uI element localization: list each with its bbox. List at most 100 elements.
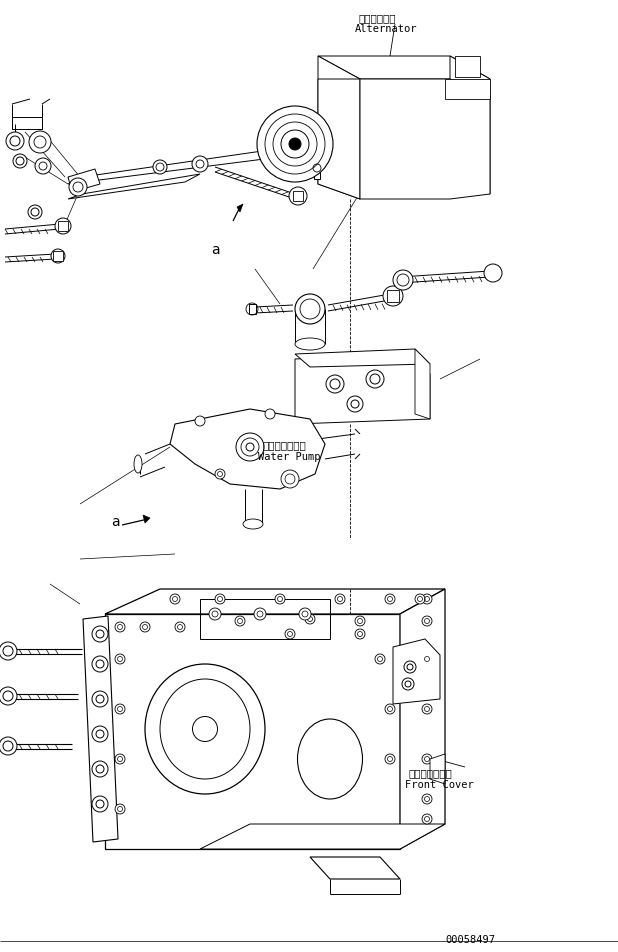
Circle shape bbox=[6, 133, 24, 150]
Circle shape bbox=[115, 754, 125, 764]
Text: Front Cover: Front Cover bbox=[405, 779, 474, 789]
Text: a: a bbox=[211, 243, 219, 257]
Circle shape bbox=[375, 654, 385, 664]
Circle shape bbox=[92, 656, 108, 672]
Circle shape bbox=[175, 623, 185, 632]
Ellipse shape bbox=[295, 295, 325, 325]
Circle shape bbox=[299, 608, 311, 621]
Circle shape bbox=[115, 704, 125, 714]
Circle shape bbox=[92, 691, 108, 707]
Circle shape bbox=[170, 594, 180, 605]
Polygon shape bbox=[318, 57, 360, 200]
Polygon shape bbox=[295, 349, 430, 367]
Polygon shape bbox=[430, 754, 445, 784]
Circle shape bbox=[383, 287, 403, 307]
Circle shape bbox=[415, 594, 425, 605]
Circle shape bbox=[355, 629, 365, 640]
Ellipse shape bbox=[297, 720, 363, 799]
Polygon shape bbox=[450, 57, 490, 195]
Ellipse shape bbox=[243, 520, 263, 529]
Circle shape bbox=[393, 270, 413, 290]
Circle shape bbox=[265, 409, 275, 420]
Polygon shape bbox=[318, 80, 360, 200]
Polygon shape bbox=[12, 118, 42, 129]
Polygon shape bbox=[68, 148, 290, 185]
Polygon shape bbox=[455, 57, 480, 78]
Circle shape bbox=[195, 417, 205, 426]
Circle shape bbox=[289, 139, 301, 150]
Circle shape bbox=[0, 687, 17, 705]
Circle shape bbox=[422, 814, 432, 824]
Polygon shape bbox=[393, 640, 440, 704]
Circle shape bbox=[140, 623, 150, 632]
Circle shape bbox=[92, 626, 108, 643]
Ellipse shape bbox=[215, 469, 225, 480]
Ellipse shape bbox=[134, 455, 142, 473]
Polygon shape bbox=[395, 105, 407, 140]
Circle shape bbox=[92, 762, 108, 777]
Circle shape bbox=[92, 796, 108, 812]
Polygon shape bbox=[415, 349, 430, 420]
Circle shape bbox=[275, 594, 285, 605]
Text: ウォータポンプ: ウォータポンプ bbox=[262, 440, 306, 449]
Circle shape bbox=[422, 794, 432, 804]
Circle shape bbox=[366, 370, 384, 388]
Circle shape bbox=[13, 155, 27, 169]
Circle shape bbox=[305, 614, 315, 625]
Circle shape bbox=[0, 737, 17, 755]
Polygon shape bbox=[200, 824, 445, 849]
Circle shape bbox=[235, 616, 245, 626]
Polygon shape bbox=[295, 355, 430, 425]
Polygon shape bbox=[237, 205, 243, 213]
Circle shape bbox=[115, 804, 125, 814]
Circle shape bbox=[402, 678, 414, 690]
Circle shape bbox=[29, 132, 51, 154]
Ellipse shape bbox=[145, 664, 265, 794]
Polygon shape bbox=[387, 290, 399, 303]
Circle shape bbox=[422, 654, 432, 664]
Circle shape bbox=[153, 161, 167, 175]
Circle shape bbox=[385, 594, 395, 605]
Text: Alternator: Alternator bbox=[355, 24, 418, 34]
Polygon shape bbox=[314, 158, 320, 180]
Circle shape bbox=[422, 594, 432, 605]
Polygon shape bbox=[375, 105, 387, 140]
Circle shape bbox=[51, 249, 65, 264]
Circle shape bbox=[257, 107, 333, 183]
Circle shape bbox=[35, 159, 51, 175]
Polygon shape bbox=[83, 616, 118, 843]
Circle shape bbox=[326, 376, 344, 393]
Circle shape bbox=[115, 654, 125, 664]
Polygon shape bbox=[293, 191, 303, 202]
Polygon shape bbox=[143, 515, 150, 524]
Polygon shape bbox=[310, 857, 400, 879]
Polygon shape bbox=[415, 105, 427, 140]
Circle shape bbox=[404, 662, 416, 673]
Text: フロントカバー: フロントカバー bbox=[408, 767, 452, 777]
Circle shape bbox=[192, 157, 208, 173]
Polygon shape bbox=[249, 305, 256, 315]
Circle shape bbox=[385, 704, 395, 714]
Circle shape bbox=[422, 616, 432, 626]
Polygon shape bbox=[53, 251, 63, 262]
Circle shape bbox=[335, 594, 345, 605]
Circle shape bbox=[215, 594, 225, 605]
Polygon shape bbox=[105, 614, 400, 849]
Text: オルタネータ: オルタネータ bbox=[358, 13, 396, 23]
Circle shape bbox=[55, 219, 71, 235]
Ellipse shape bbox=[295, 339, 325, 350]
Polygon shape bbox=[58, 222, 68, 231]
Circle shape bbox=[209, 608, 221, 621]
Text: a: a bbox=[111, 514, 119, 528]
Text: 00058497: 00058497 bbox=[445, 934, 495, 944]
Circle shape bbox=[347, 397, 363, 412]
Polygon shape bbox=[68, 175, 200, 200]
Circle shape bbox=[115, 623, 125, 632]
Polygon shape bbox=[400, 589, 445, 849]
Circle shape bbox=[289, 188, 307, 206]
Circle shape bbox=[385, 754, 395, 764]
Ellipse shape bbox=[281, 470, 299, 488]
Polygon shape bbox=[318, 57, 490, 80]
Polygon shape bbox=[68, 169, 100, 193]
Circle shape bbox=[355, 616, 365, 626]
